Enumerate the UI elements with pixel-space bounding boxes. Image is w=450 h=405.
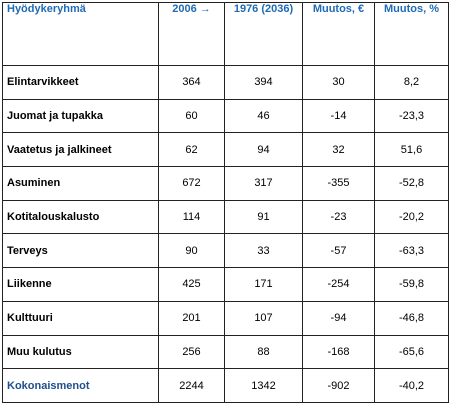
total-change-eur: -902	[302, 368, 375, 403]
row-category: Elintarvikkeet	[2, 65, 159, 100]
table-row: Asuminen 672 317 -355 -52,8	[2, 166, 449, 201]
table-row: Elintarvikkeet 364 394 30 8,2	[2, 65, 449, 100]
header-change-eur: Muutos, €	[302, 2, 375, 66]
total-2006: 2244	[158, 368, 225, 403]
cell-change-eur: -57	[302, 233, 375, 269]
cell-change-percent: -59,8	[374, 267, 449, 302]
cell-1976-2036: 91	[224, 199, 303, 235]
cell-1976-2036: 33	[224, 233, 303, 269]
cell-1976-2036: 107	[224, 300, 303, 336]
table-row: Kotitalouskalusto 114 91 -23 -20,2	[2, 199, 449, 235]
header-change-percent: Muutos, %	[374, 2, 449, 66]
header-2006: 2006 →	[158, 2, 225, 66]
cell-2006: 60	[158, 98, 225, 134]
cell-2006: 90	[158, 233, 225, 269]
cell-2006: 364	[158, 65, 225, 100]
total-label: Kokonaismenot	[2, 368, 159, 403]
total-change-percent: -40,2	[374, 368, 449, 403]
cell-change-eur: 30	[302, 65, 375, 100]
header-1976-2036: 1976 (2036)	[224, 2, 303, 66]
cell-change-percent: -52,8	[374, 166, 449, 201]
row-category: Kotitalouskalusto	[2, 199, 159, 235]
table-row: Liikenne 425 171 -254 -59,8	[2, 267, 449, 302]
row-category: Muu kulutus	[2, 334, 159, 370]
cell-change-eur: -355	[302, 166, 375, 201]
cell-2006: 62	[158, 132, 225, 168]
row-category: Kulttuuri	[2, 300, 159, 336]
cell-1976-2036: 317	[224, 166, 303, 201]
cell-change-percent: -63,3	[374, 233, 449, 269]
cell-2006: 425	[158, 267, 225, 302]
cell-change-percent: -46,8	[374, 300, 449, 336]
row-category: Asuminen	[2, 166, 159, 201]
cell-change-eur: -94	[302, 300, 375, 336]
table-row: Kulttuuri 201 107 -94 -46,8	[2, 300, 449, 336]
cell-1976-2036: 94	[224, 132, 303, 168]
cell-change-eur: -23	[302, 199, 375, 235]
table-row: Vaatetus ja jalkineet 62 94 32 51,6	[2, 132, 449, 168]
cell-change-percent: 51,6	[374, 132, 449, 168]
cell-change-percent: -20,2	[374, 199, 449, 235]
cell-change-percent: -23,3	[374, 98, 449, 134]
cell-2006: 114	[158, 199, 225, 235]
table-row: Juomat ja tupakka 60 46 -14 -23,3	[2, 98, 449, 134]
cell-2006: 256	[158, 334, 225, 370]
row-category: Terveys	[2, 233, 159, 269]
row-category: Juomat ja tupakka	[2, 98, 159, 134]
cell-1976-2036: 171	[224, 267, 303, 302]
row-category: Vaatetus ja jalkineet	[2, 132, 159, 168]
table-header-row: Hyödykeryhmä 2006 → 1976 (2036) Muutos, …	[2, 2, 449, 66]
cell-change-percent: -65,6	[374, 334, 449, 370]
cell-2006: 672	[158, 166, 225, 201]
cell-change-eur: -14	[302, 98, 375, 134]
cell-change-eur: -254	[302, 267, 375, 302]
total-1976-2036: 1342	[224, 368, 303, 403]
cell-1976-2036: 394	[224, 65, 303, 100]
table-row: Muu kulutus 256 88 -168 -65,6	[2, 334, 449, 370]
table-row: Terveys 90 33 -57 -63,3	[2, 233, 449, 269]
cell-2006: 201	[158, 300, 225, 336]
cell-1976-2036: 88	[224, 334, 303, 370]
cell-change-eur: -168	[302, 334, 375, 370]
row-category: Liikenne	[2, 267, 159, 302]
header-category: Hyödykeryhmä	[2, 2, 159, 66]
cell-change-percent: 8,2	[374, 65, 449, 100]
cell-change-eur: 32	[302, 132, 375, 168]
table-total-row: Kokonaismenot 2244 1342 -902 -40,2	[2, 368, 449, 403]
cell-1976-2036: 46	[224, 98, 303, 134]
